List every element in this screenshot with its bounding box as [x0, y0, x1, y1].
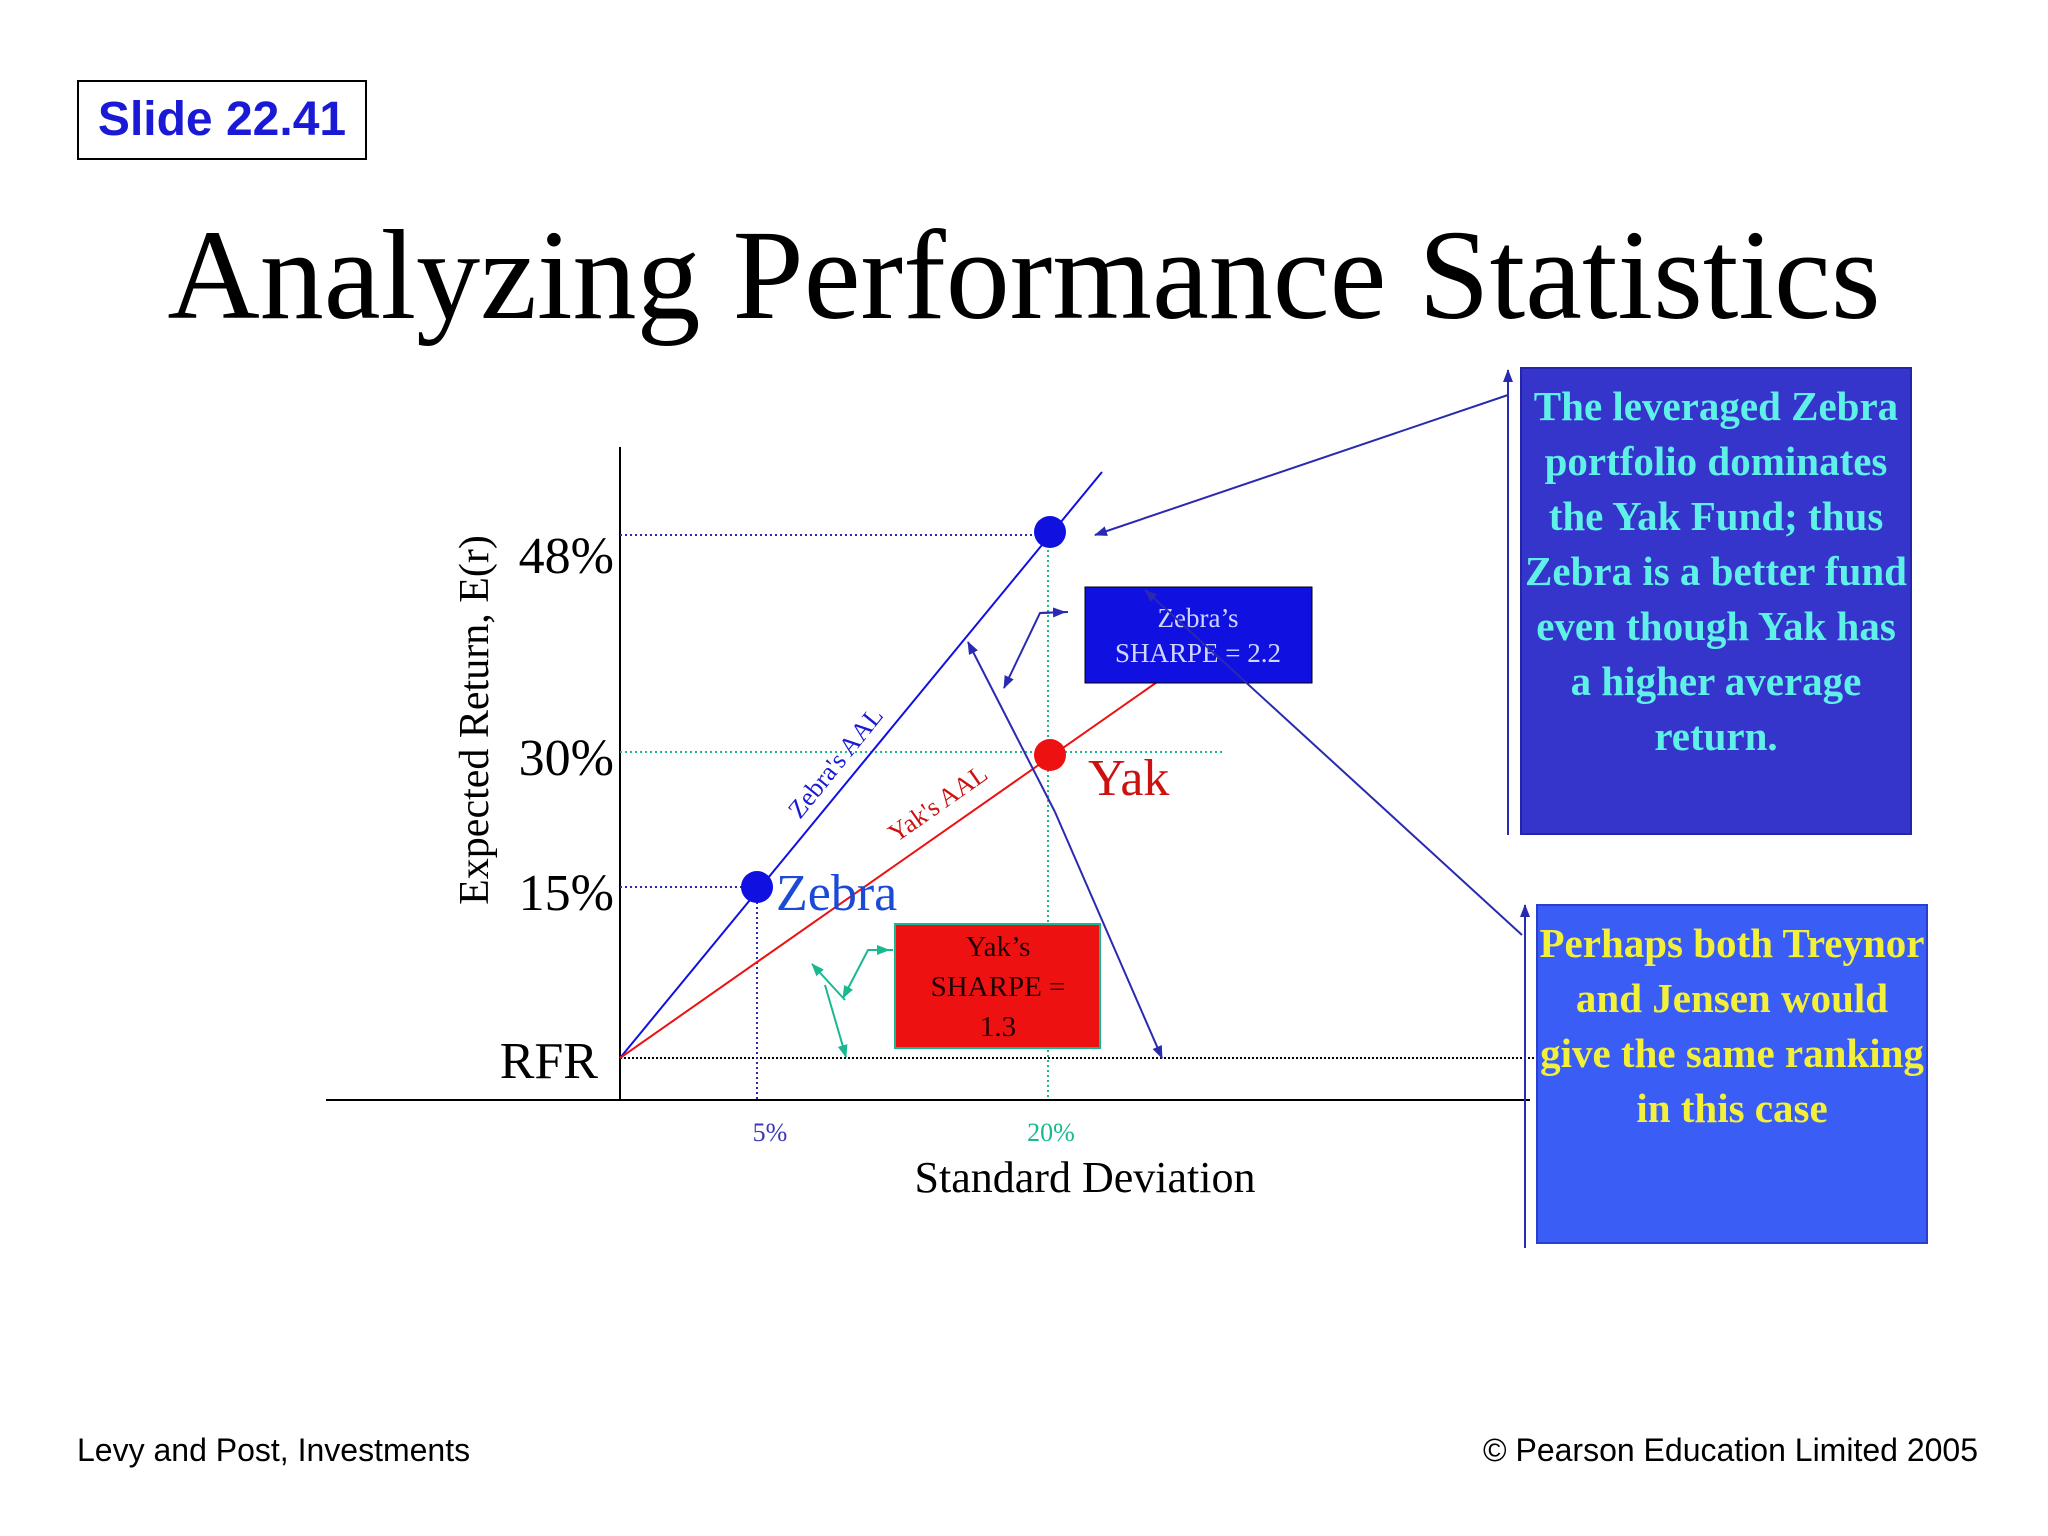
- arrow-zebra-sharpe-tip: [1039, 607, 1066, 618]
- footer-copyright: © Pearson Education Limited 2005: [1483, 1432, 1978, 1468]
- xtick-5: 5%: [753, 1118, 788, 1147]
- ytick-48: 48%: [519, 528, 614, 585]
- arrow-to-zebra-sharpe-box: [1144, 589, 1523, 936]
- yak-aal-line: [619, 679, 1161, 1059]
- zebra-sharpe-line1: Zebra’s: [1158, 603, 1239, 633]
- yak-sharpe-box: [894, 923, 1101, 1049]
- callout-zebra-dominates: The leveraged Zebra portfolio dominates …: [1520, 367, 1912, 835]
- callout-same-ranking: Perhaps both Treynor and Jensen would gi…: [1536, 904, 1928, 1244]
- arrow-zebra-slope-down: [1054, 811, 1163, 1059]
- zebra-aal-line: [619, 471, 1103, 1059]
- arrow-yak-rise-up: [811, 963, 846, 1001]
- yak-sharpe-line1: Yak’s: [966, 931, 1031, 963]
- yak-sharpe-line3: 1.3: [980, 1011, 1016, 1043]
- yak-sharpe-line2: SHARPE =: [931, 971, 1066, 1003]
- y-axis-label: Expected Return, E(r): [452, 535, 498, 905]
- point-yak: [1034, 739, 1066, 771]
- arrow-yak-rise-down: [824, 984, 848, 1058]
- arrow-zebra-slope-up: [967, 641, 1056, 813]
- zebra-aal-label: Zebra's AAL: [782, 701, 889, 823]
- ytick-rfr: RFR: [500, 1033, 599, 1090]
- slide-title: Analyzing Performance Statistics: [167, 204, 1881, 346]
- zebra-sharpe-box: [1084, 586, 1313, 684]
- ytick-30: 30%: [519, 730, 614, 787]
- arrow-callout-to-leveraged-zebra: [1094, 394, 1509, 536]
- label-yak: Yak: [1088, 750, 1169, 807]
- point-leveraged-zebra: [1034, 516, 1066, 548]
- point-zebra: [741, 871, 773, 903]
- arrow-yak-sharpe-pointer: [842, 949, 893, 999]
- ytick-15: 15%: [519, 865, 614, 922]
- footer-source: Levy and Post, Investments: [77, 1432, 471, 1468]
- label-zebra: Zebra: [776, 865, 897, 922]
- x-axis-label: Standard Deviation: [915, 1153, 1256, 1202]
- xtick-20: 20%: [1027, 1118, 1075, 1147]
- slide-number-badge: Slide 22.41: [77, 80, 367, 160]
- zebra-sharpe-line2: SHARPE = 2.2: [1115, 638, 1281, 668]
- arrow-zebra-sharpe-pointer: [1003, 611, 1069, 689]
